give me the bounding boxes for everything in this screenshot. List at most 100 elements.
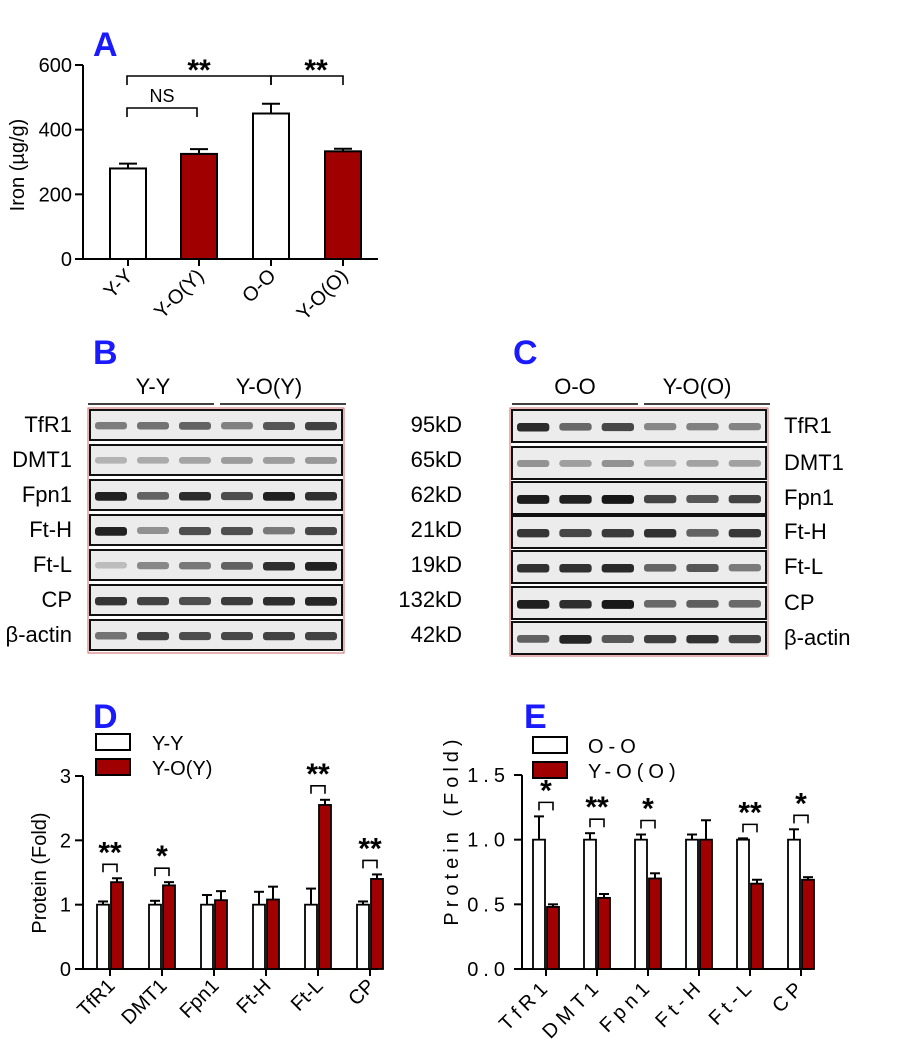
panel-d-xtick: DMT1 [117, 975, 171, 1029]
d-bar [252, 903, 266, 970]
d-sig-stars: ** [98, 836, 122, 869]
blot-band [517, 529, 550, 538]
blot-band [601, 529, 634, 538]
blot-band [601, 635, 634, 643]
blot-band [305, 422, 337, 431]
panel-a-ylabel: Iron (µg/g) [7, 119, 29, 212]
panel-d-ytick: 3 [60, 766, 71, 788]
d-bar [370, 878, 384, 970]
panel-a-bar [252, 112, 290, 260]
panel-c-row-label: TfR1 [784, 413, 832, 438]
panel-d-ytick: 0 [60, 959, 71, 981]
e-sig-stars: ** [585, 791, 609, 824]
blot-band [137, 597, 169, 606]
panel-a-xtick: Y-Y [100, 265, 138, 303]
blot-strip [511, 550, 767, 584]
e-sig-stars: * [540, 774, 552, 807]
blot-band [263, 562, 295, 571]
d-sig-bracket [154, 867, 170, 877]
blot-band [179, 597, 211, 606]
panel-e-xtick: Ft-L [705, 975, 760, 1030]
blot-band [644, 495, 677, 504]
panel-e-legend-1: O-O [588, 736, 641, 758]
panel-e-ytick: 1.5 [467, 765, 510, 787]
blot-band [305, 527, 337, 536]
panel-c-letter: C [513, 334, 538, 372]
e-sig-stars: ** [738, 796, 762, 829]
blot-strip [89, 619, 343, 651]
panel-a-xtick: O-O [238, 265, 280, 307]
panel-c-group1: O-O [554, 374, 596, 399]
panel-d-letter: D [93, 698, 118, 736]
panel-a-bars [109, 102, 362, 261]
panel-b-letter: B [93, 334, 118, 372]
d-sig-stars: ** [358, 832, 382, 865]
blot-band [644, 564, 677, 572]
panel-e-xtick: Fpn1 [596, 975, 658, 1037]
blot-band [221, 527, 253, 536]
e-sig-stars: * [795, 787, 807, 820]
panel-c-row-label: CP [784, 590, 815, 615]
d-sig-bracket [102, 863, 118, 873]
panel-d-legend-swatch-2 [95, 758, 131, 776]
panel-d-bars [96, 798, 384, 970]
blot-band [728, 529, 761, 538]
blot-band [686, 564, 719, 572]
blot-band [601, 600, 634, 609]
panel-d-xtick: Ft-L [287, 975, 328, 1016]
blot-strip [511, 586, 767, 620]
blot-band [559, 564, 592, 573]
d-bar [266, 898, 280, 970]
panel-b-blots [89, 409, 343, 651]
d-bar [318, 804, 332, 970]
blot-band [221, 632, 253, 641]
panel-d-xtick: Fpn1 [176, 975, 224, 1023]
molecular-weight: 21kD [411, 517, 462, 542]
panel-a-ytick: 200 [39, 184, 72, 206]
blot-band [137, 457, 169, 464]
panel-a-ytick: 400 [39, 120, 72, 142]
molecular-weight: 95kD [411, 412, 462, 437]
blot-band [728, 600, 761, 608]
panel-c-row-label: Ft-H [784, 519, 827, 544]
blot-band [179, 422, 211, 430]
blot-band [179, 562, 211, 570]
blot-band [728, 495, 761, 504]
panel-e-legend-2: Y-O(O) [588, 761, 681, 783]
blot-band [305, 597, 337, 606]
d-sig-bracket [362, 859, 378, 869]
blot-band [517, 600, 550, 609]
blot-band [263, 492, 295, 501]
e-bar [597, 896, 611, 970]
panel-e-ytick: 0.0 [467, 959, 510, 981]
panel-a-bar [109, 167, 147, 260]
panel-a-ytick: 0 [61, 249, 72, 271]
e-bar [583, 838, 597, 970]
panel-d-ytick: 2 [60, 830, 71, 852]
e-bar [634, 838, 648, 970]
blot-band [601, 495, 634, 504]
panel-a-bar [324, 150, 362, 260]
blot-band [644, 635, 677, 644]
blot-band [686, 600, 719, 608]
panel-b-group2: Y-O(Y) [236, 374, 302, 399]
ns-bracket [126, 107, 198, 117]
panel-c-row-label: Fpn1 [784, 485, 834, 510]
e-bar [685, 838, 699, 970]
panel-c-row-label: β-actin [784, 625, 850, 650]
panel-c-blot-frame [509, 407, 769, 657]
e-bar [532, 838, 546, 970]
panel-e-legend-swatch-1 [532, 736, 568, 754]
panel-e-xtick: CP [768, 975, 810, 1017]
e-bar [801, 878, 815, 970]
blot-strip [89, 549, 343, 581]
d-bar [110, 881, 124, 970]
e-sig-bracket [793, 814, 809, 824]
panel-c-row-label: DMT1 [784, 450, 844, 475]
blot-band [517, 423, 550, 432]
panel-a-bar [180, 152, 218, 261]
panel-d-legend-2: Y-O(Y) [152, 758, 212, 780]
sig-stars-left: ** [187, 54, 211, 87]
panel-a-xtick: Y-O(Y) [150, 265, 208, 323]
